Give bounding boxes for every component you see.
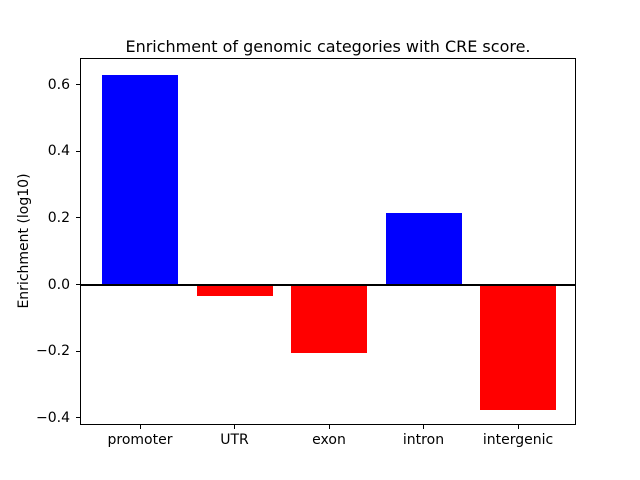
y-tick-mark xyxy=(76,350,80,352)
x-tick-mark xyxy=(328,425,330,429)
x-tick-label-intron: intron xyxy=(402,432,445,448)
x-tick-label-UTR: UTR xyxy=(220,432,249,448)
y-tick-mark xyxy=(76,84,80,85)
y-tick-mark xyxy=(76,150,80,152)
x-tick-mark xyxy=(517,425,519,429)
y-tick-label: 0.2 xyxy=(47,209,70,226)
y-tick-mark xyxy=(76,284,80,285)
bar-promoter xyxy=(102,74,178,285)
x-tick-mark xyxy=(234,425,235,429)
x-tick-label-promoter: promoter xyxy=(107,432,173,448)
y-tick-label: 0.0 xyxy=(47,276,70,293)
bar-intergenic xyxy=(480,284,556,410)
chart-title: Enrichment of genomic categories with CR… xyxy=(125,37,531,56)
zero-line xyxy=(80,283,576,286)
bar-exon xyxy=(291,284,367,353)
bar-UTR xyxy=(196,284,273,297)
x-tick-mark xyxy=(423,425,424,429)
y-tick-label: 0.6 xyxy=(47,76,70,93)
x-tick-label-intergenic: intergenic xyxy=(482,432,554,448)
y-tick-label: −0.4 xyxy=(36,409,70,426)
bar-intron xyxy=(385,212,462,285)
y-tick-label: 0.4 xyxy=(47,143,70,160)
y-tick-mark xyxy=(76,417,80,419)
y-tick-label: −0.2 xyxy=(36,343,70,360)
x-tick-label-exon: exon xyxy=(312,432,346,448)
x-tick-mark xyxy=(139,425,141,429)
y-tick-mark xyxy=(76,217,80,219)
